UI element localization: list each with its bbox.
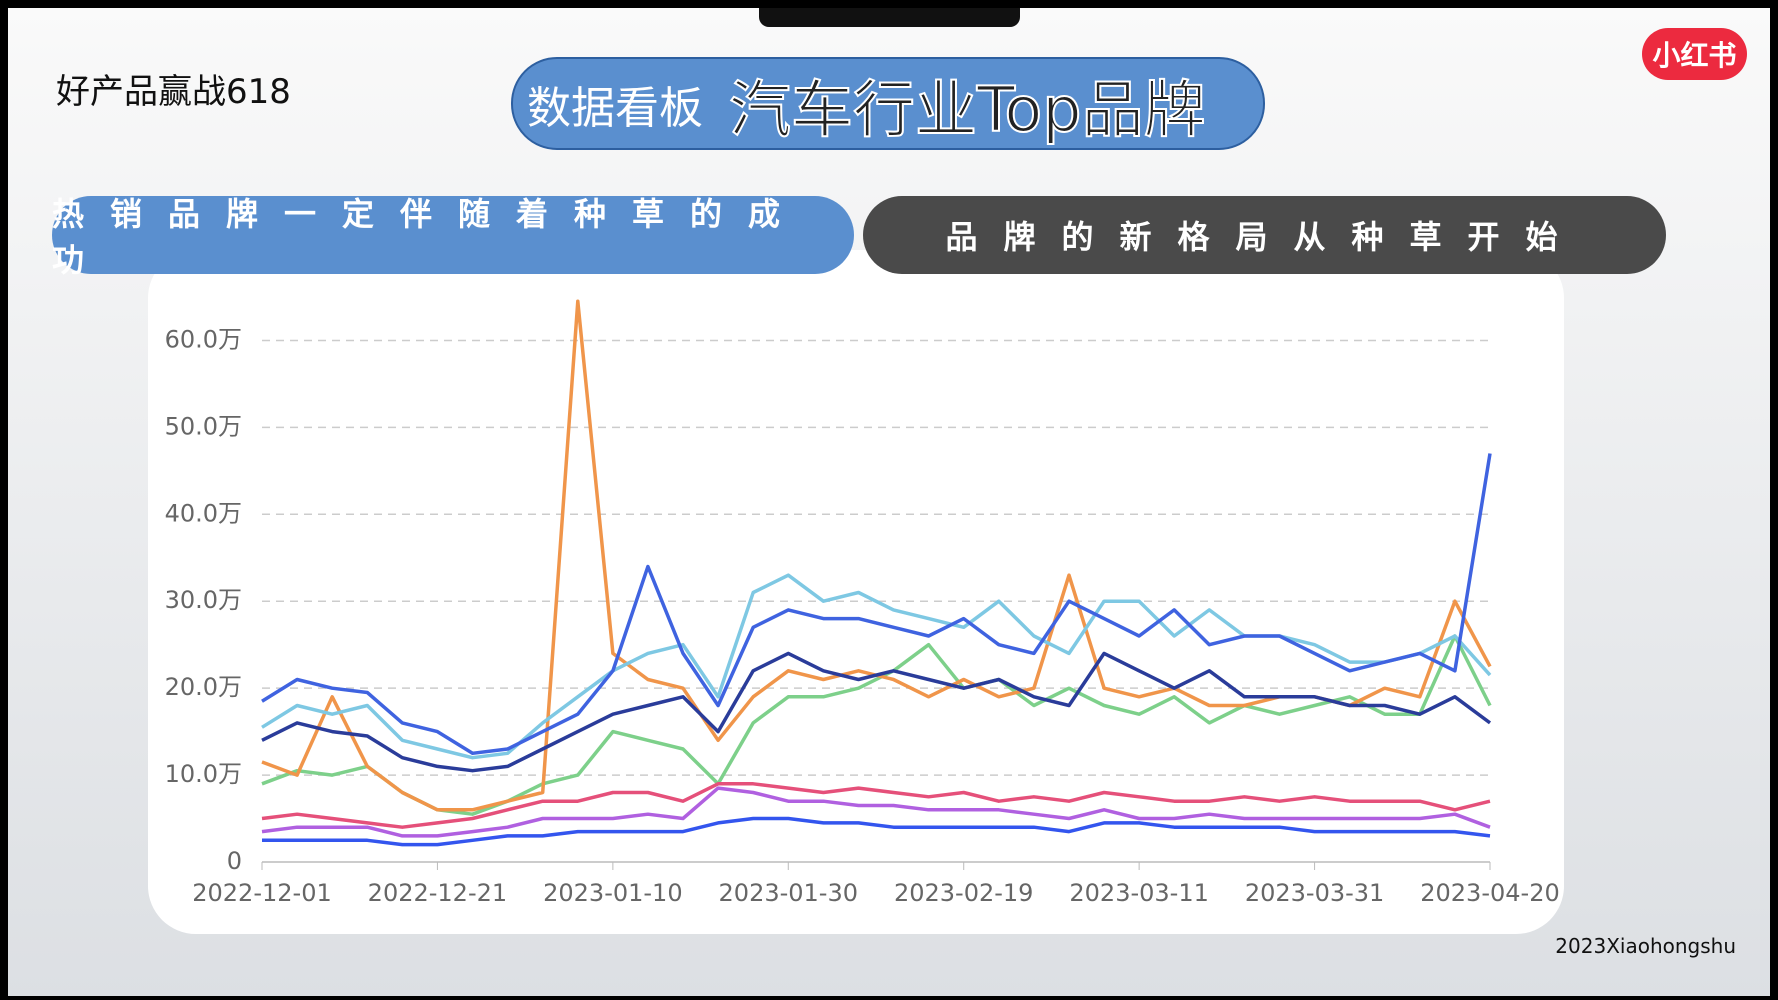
banner-left: 热销品牌一定伴随着种草的成功	[52, 195, 854, 279]
footer: 2023Xiaohongshu	[1555, 934, 1736, 958]
series-line	[261, 786, 1491, 838]
series-line	[261, 651, 1492, 773]
x-tick-label: 2023-03-11	[1069, 879, 1208, 907]
series-line	[261, 573, 1492, 760]
x-tick-label: 2023-01-10	[543, 879, 682, 907]
x-tick-label: 2023-04-20	[1420, 879, 1559, 907]
series-line	[261, 453, 1492, 756]
title-pill: 数据看板 汽车行业Top品牌	[511, 57, 1265, 150]
x-tick-label: 2023-03-31	[1245, 879, 1384, 907]
y-tick-label: 10.0万	[165, 760, 242, 788]
title-a: 数据看板	[527, 82, 703, 134]
x-tick-label: 2023-02-19	[894, 879, 1033, 907]
series-line	[262, 816, 1491, 847]
y-tick-label: 30.0万	[165, 586, 242, 614]
x-tick-label: 2023-01-30	[719, 879, 858, 907]
logo: 小红书	[1642, 28, 1747, 80]
x-tick-label: 2022-12-21	[368, 879, 507, 907]
series-line	[261, 782, 1491, 829]
y-tick-label: 60.0万	[165, 325, 242, 353]
series-line	[261, 634, 1492, 816]
tagline: 好产品赢战618	[56, 72, 291, 112]
series-line	[261, 299, 1492, 812]
y-tick-label: 50.0万	[165, 412, 242, 440]
notch	[759, 0, 1020, 27]
title-b: 汽车行业Top品牌	[728, 72, 1207, 147]
y-tick-label: 20.0万	[165, 673, 242, 701]
y-tick-label: 40.0万	[165, 499, 242, 527]
banner-right: 品牌的新格局从种草开始	[863, 196, 1666, 274]
x-tick-label: 2022-12-01	[192, 879, 331, 907]
y-tick-label: 0	[227, 847, 242, 875]
